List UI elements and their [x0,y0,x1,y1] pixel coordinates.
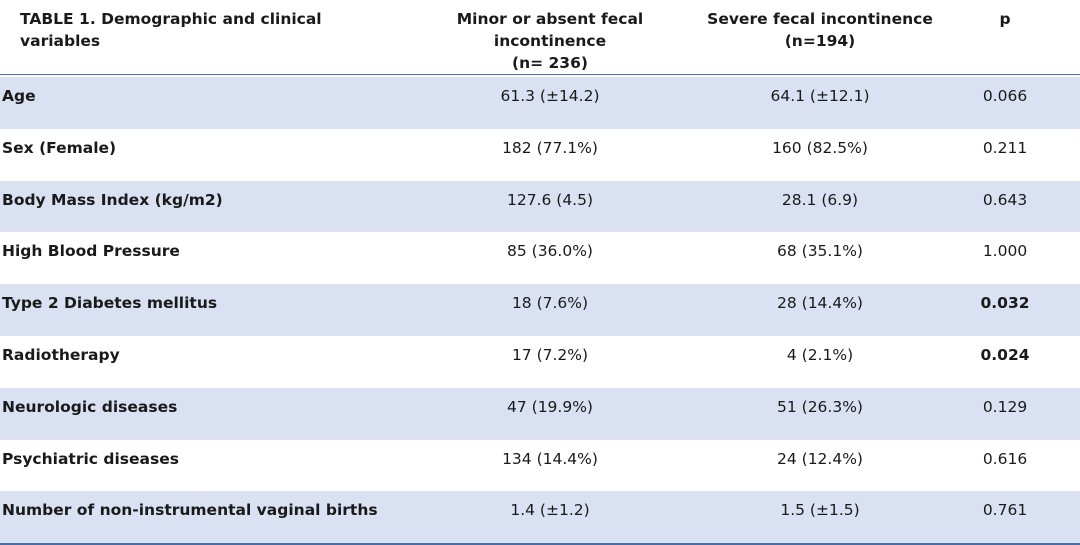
p-value: 0.066 [982,87,1028,105]
bottom-rule [0,543,1080,545]
table-row: Body Mass Index (kg/m2) 127.6 (4.5) 28.1 (… [0,180,1080,233]
value-minor: 127.6 (4.5) [506,190,594,209]
row-label: Sex (Female) [2,138,117,157]
column-header-minor: Minor or absent fecal incontinence (n= 2… [400,8,700,74]
row-label: High Blood Pressure [2,242,180,261]
table-row: Sex (Female) 182 (77.1%) 160 (82.5%) 0.211 [0,128,1080,181]
column-header-minor-count: (n= 236) [512,54,588,72]
column-header-severe-title: Severe fecal incontinence [707,10,933,28]
column-header-severe-count: (n=194) [784,32,856,50]
table-caption: TABLE 1. Demographic and clinical variab… [20,10,322,50]
value-minor: 182 (77.1%) [502,138,598,157]
p-value: 0.616 [982,449,1028,468]
value-minor: 18 (7.6%) [511,294,589,313]
table-row: Number of non-instrumental vaginal birth… [0,491,1080,544]
row-label: Neurologic diseases [2,397,178,416]
table-row: Psychiatric diseases 134 (14.4%) 24 (12.4%… [0,439,1080,492]
value-severe: 4 (2.1%) [786,346,854,364]
table-row: High Blood Pressure 85 (36.0%) 68 (35.1%) 1… [0,232,1080,285]
value-minor: 47 (19.9%) [507,397,593,416]
row-label: Body Mass Index (kg/m2) [2,190,223,209]
value-minor: 17 (7.2%) [511,346,589,364]
value-minor: 61.3 (±14.2) [500,87,600,105]
value-severe: 28.1 (6.9) [781,190,859,209]
table-row: Type 2 Diabetes mellitus 18 (7.6%) 28 (14.… [0,284,1080,337]
value-severe: 51 (26.3%) [777,397,863,416]
p-value: 0.643 [982,190,1028,209]
column-header-p: p [960,8,1050,30]
value-severe: 68 (35.1%) [777,242,863,261]
value-minor: 1.4 (±1.2) [510,501,590,520]
p-value: 0.211 [982,138,1028,157]
p-value: 0.761 [982,501,1028,520]
row-label: Age [2,87,36,105]
p-value: 0.032 [980,294,1030,313]
table-row: Age 61.3 (±14.2) 64.1 (±12.1) 0.066 [0,77,1080,129]
row-label: Number of non-instrumental vaginal birth… [2,501,378,520]
column-header-minor-title: Minor or absent fecal incontinence [456,10,644,50]
column-header-severe: Severe fecal incontinence (n=194) [700,8,940,52]
row-label: Type 2 Diabetes mellitus [2,294,218,313]
row-label: Psychiatric diseases [2,449,179,468]
table-row: Neurologic diseases 47 (19.9%) 51 (26.3%) 0… [0,387,1080,440]
value-minor: 85 (36.0%) [507,242,593,261]
p-value: 0.024 [980,346,1030,364]
value-severe: 28 (14.4%) [777,294,863,313]
table-row: Radiotherapy 17 (7.2%) 4 (2.1%) 0.024 [0,336,1080,388]
table-header: TABLE 1. Demographic and clinical variab… [0,0,1080,75]
value-severe: 160 (82.5%) [772,138,868,157]
value-severe: 64.1 (±12.1) [770,87,870,105]
value-severe: 1.5 (±1.5) [780,501,860,520]
value-severe: 24 (12.4%) [777,449,863,468]
column-header-p-title: p [999,10,1011,28]
value-minor: 134 (14.4%) [502,449,598,468]
p-value: 1.000 [982,242,1028,261]
p-value: 0.129 [982,397,1028,416]
row-label: Radiotherapy [2,346,120,364]
